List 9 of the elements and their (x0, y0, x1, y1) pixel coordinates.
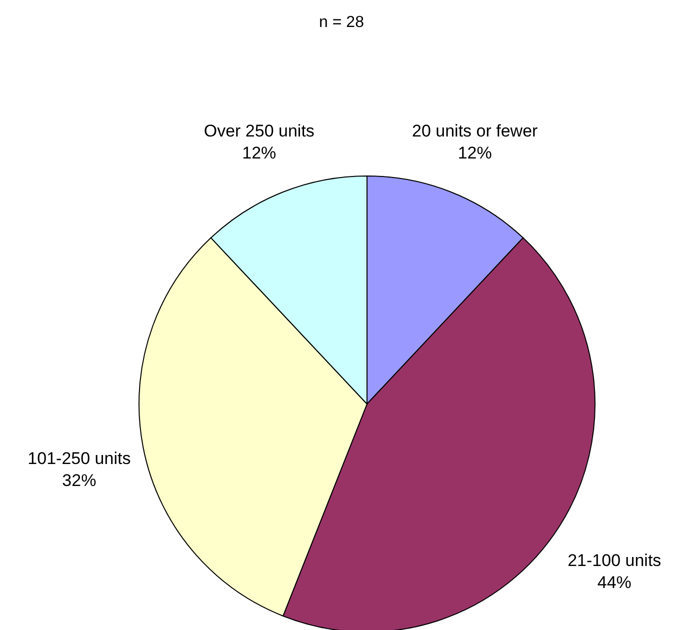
slice-label: Over 250 units (204, 122, 314, 141)
slice-label: 101-250 units (28, 448, 131, 468)
slice-label: 20 units or fewer (412, 122, 538, 141)
chart-title: n = 28 (319, 14, 364, 31)
data-label: 12% (458, 144, 492, 163)
data-label: 44% (597, 572, 632, 592)
slice-label: 21-100 units (568, 550, 662, 570)
data-label: 12% (242, 144, 276, 163)
data-label: 32% (62, 470, 96, 490)
